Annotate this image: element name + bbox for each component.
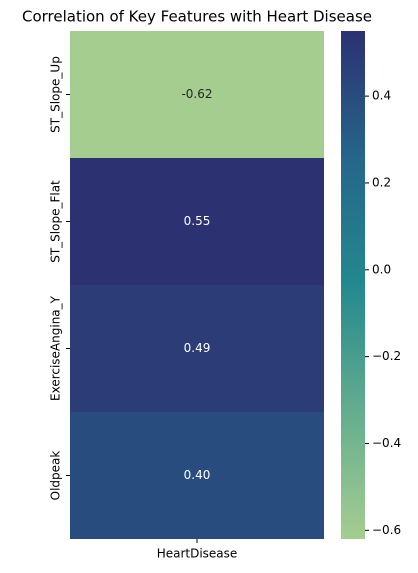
- colorbar-tick-label: 0.2: [372, 175, 391, 189]
- cell-label: 0.55: [184, 214, 211, 228]
- heatmap-cell: [70, 31, 324, 158]
- colorbar-tick-label: −0.2: [372, 349, 401, 363]
- colorbar-tick-label: 0.4: [372, 89, 391, 103]
- colorbar-tick-label: 0.0: [372, 262, 391, 276]
- y-tick-label: ExerciseAngina_Y: [49, 295, 63, 401]
- heatmap-cell: [70, 412, 324, 539]
- cell-label: 0.49: [184, 341, 211, 355]
- colorbar-tick-label: −0.6: [372, 523, 401, 537]
- colorbar-tick-label: −0.4: [372, 436, 401, 450]
- heatmap-cell: [70, 158, 324, 285]
- x-tick-label: HeartDisease: [157, 547, 238, 561]
- cell-label: -0.62: [181, 87, 212, 101]
- y-tick-label: Oldpeak: [49, 451, 63, 501]
- colorbar: [341, 31, 365, 539]
- chart-title: Correlation of Key Features with Heart D…: [22, 8, 372, 26]
- heatmap-cell: [70, 285, 324, 412]
- y-tick-label: ST_Slope_Flat: [49, 180, 63, 263]
- cell-label: 0.40: [184, 468, 211, 482]
- y-tick-label: ST_Slope_Up: [49, 56, 63, 133]
